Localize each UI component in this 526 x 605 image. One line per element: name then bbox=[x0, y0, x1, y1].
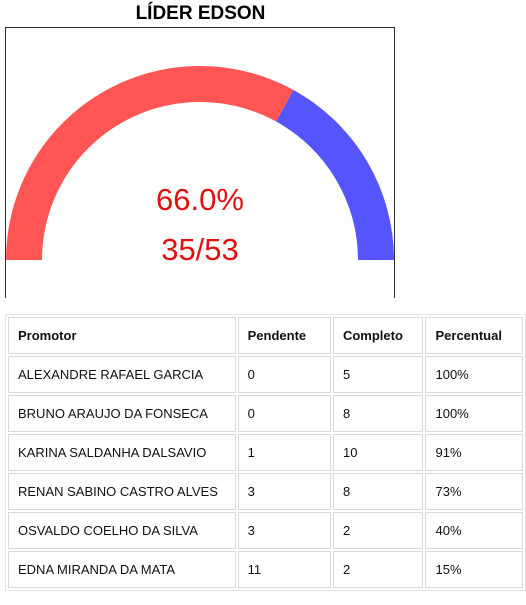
promotor-cell: BRUNO ARAUJO DA FONSECA bbox=[8, 395, 236, 432]
table-row: ALEXANDRE RAFAEL GARCIA 0 5 100% bbox=[8, 356, 523, 393]
percentual-cell: 40% bbox=[425, 512, 523, 549]
promotor-table-wrapper: Promotor Pendente Completo Percentual AL… bbox=[5, 314, 526, 591]
pendente-cell: 1 bbox=[237, 434, 331, 471]
table-header-row: Promotor Pendente Completo Percentual bbox=[8, 317, 523, 354]
pendente-cell: 0 bbox=[237, 395, 331, 432]
promotor-cell: EDNA MIRANDA DA MATA bbox=[8, 551, 236, 588]
promotor-cell: OSVALDO COELHO DA SILVA bbox=[8, 512, 236, 549]
gauge-arc-completed bbox=[6, 66, 294, 260]
table-row: KARINA SALDANHA DALSAVIO 1 10 91% bbox=[8, 434, 523, 471]
gauge-arc-pending bbox=[276, 89, 394, 260]
completo-cell: 5 bbox=[332, 356, 424, 393]
promotor-table: Promotor Pendente Completo Percentual AL… bbox=[5, 314, 526, 591]
header-pendente: Pendente bbox=[237, 317, 331, 354]
table-row: OSVALDO COELHO DA SILVA 3 2 40% bbox=[8, 512, 523, 549]
promotor-cell: KARINA SALDANHA DALSAVIO bbox=[8, 434, 236, 471]
gauge-chart: 66.0% 35/53 bbox=[5, 27, 395, 298]
completo-cell: 2 bbox=[332, 512, 424, 549]
pendente-cell: 3 bbox=[237, 473, 331, 510]
table-row: EDNA MIRANDA DA MATA 11 2 15% bbox=[8, 551, 523, 588]
completo-cell: 2 bbox=[332, 551, 424, 588]
gauge-percent-label: 66.0% bbox=[156, 182, 244, 217]
table-row: RENAN SABINO CASTRO ALVES 3 8 73% bbox=[8, 473, 523, 510]
percentual-cell: 15% bbox=[425, 551, 523, 588]
promotor-cell: ALEXANDRE RAFAEL GARCIA bbox=[8, 356, 236, 393]
pendente-cell: 3 bbox=[237, 512, 331, 549]
gauge-svg bbox=[6, 66, 394, 260]
percentual-cell: 73% bbox=[425, 473, 523, 510]
header-promotor: Promotor bbox=[8, 317, 236, 354]
pendente-cell: 0 bbox=[237, 356, 331, 393]
header-completo: Completo bbox=[332, 317, 424, 354]
percentual-cell: 100% bbox=[425, 356, 523, 393]
percentual-cell: 100% bbox=[425, 395, 523, 432]
percentual-cell: 91% bbox=[425, 434, 523, 471]
promotor-cell: RENAN SABINO CASTRO ALVES bbox=[8, 473, 236, 510]
completo-cell: 10 bbox=[332, 434, 424, 471]
gauge-ratio-label: 35/53 bbox=[161, 232, 239, 267]
header-percentual: Percentual bbox=[425, 317, 523, 354]
table-row: BRUNO ARAUJO DA FONSECA 0 8 100% bbox=[8, 395, 523, 432]
completo-cell: 8 bbox=[332, 395, 424, 432]
page-title: LÍDER EDSON bbox=[135, 3, 266, 24]
completo-cell: 8 bbox=[332, 473, 424, 510]
pendente-cell: 11 bbox=[237, 551, 331, 588]
